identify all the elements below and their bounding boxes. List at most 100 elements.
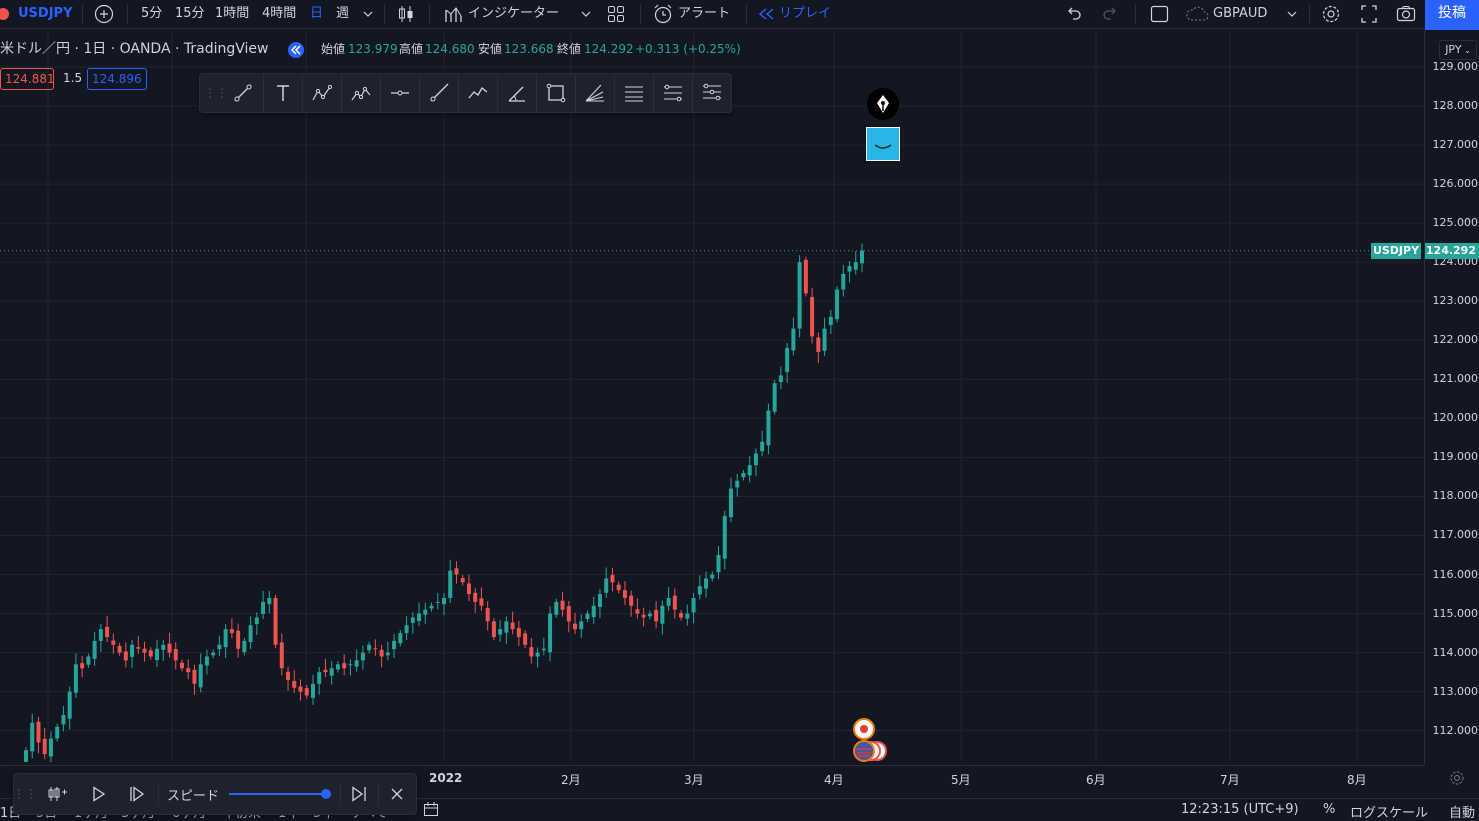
- interval-dropdown-icon[interactable]: [362, 0, 374, 28]
- ray-icon[interactable]: [419, 74, 458, 112]
- candle-body: [242, 640, 247, 653]
- chart-type-candles-icon[interactable]: [396, 0, 416, 28]
- replay-button[interactable]: リプレイ: [779, 6, 832, 21]
- cloud-save-icon[interactable]: [1184, 0, 1210, 28]
- horizontal-ray-icon[interactable]: [380, 74, 419, 112]
- candle-body: [373, 648, 378, 650]
- currency-selector[interactable]: JPY ⌄: [1439, 40, 1477, 60]
- fib-fan-icon[interactable]: [575, 74, 614, 112]
- drag-handle-icon[interactable]: ⋮⋮: [204, 86, 228, 100]
- indicators-icon[interactable]: [444, 0, 464, 28]
- settings-gear-icon[interactable]: [1320, 0, 1342, 28]
- candle-body: [679, 613, 684, 618]
- candle-body: [111, 640, 116, 645]
- select-bar-icon[interactable]: [40, 774, 76, 814]
- candle-body: [585, 613, 590, 620]
- price-tick-label: 113.000: [1432, 684, 1479, 698]
- indicators-button[interactable]: インジケーター: [468, 6, 560, 21]
- abcd-pattern-icon[interactable]: [302, 74, 341, 112]
- interval-1w[interactable]: 週: [336, 6, 350, 21]
- percent-toggle[interactable]: %: [1323, 802, 1336, 817]
- alarm-clock-icon[interactable]: [652, 0, 674, 28]
- jump-to-realtime-icon[interactable]: [344, 774, 374, 814]
- price-tick-label: 119.000: [1432, 450, 1479, 464]
- path-icon[interactable]: [458, 74, 497, 112]
- elliott-wave-icon[interactable]: [341, 74, 380, 112]
- candle-body: [36, 721, 41, 743]
- step-forward-icon[interactable]: [122, 774, 152, 814]
- candle-body: [747, 465, 752, 476]
- fib-extension-icon[interactable]: [692, 74, 731, 112]
- candle-body: [223, 629, 228, 648]
- indicators-dropdown-icon[interactable]: [580, 0, 592, 28]
- interval-4h[interactable]: 4時間: [262, 6, 297, 21]
- price-axis[interactable]: JPY ⌄ 129.000 128.000 127.000 126.000 125.00…: [1424, 30, 1479, 765]
- angle-icon[interactable]: [497, 74, 536, 112]
- camera-snapshot-icon[interactable]: [1395, 0, 1417, 28]
- rectangle-icon[interactable]: [536, 74, 575, 112]
- price-tick-label: 129.000: [1432, 60, 1479, 73]
- candle-body: [529, 647, 534, 657]
- candle-body: [691, 597, 696, 613]
- interval-5m[interactable]: 5分: [141, 6, 163, 21]
- layout-grid-icon[interactable]: [606, 0, 626, 28]
- candle-body: [179, 662, 184, 669]
- japan-event-flag-icon[interactable]: [853, 718, 875, 740]
- candle-body: [548, 613, 553, 653]
- price-tick-label: 122.000: [1432, 333, 1479, 347]
- fib-retracement-icon[interactable]: [653, 74, 692, 112]
- symbol-search-button[interactable]: USDJPY: [18, 6, 73, 21]
- close-icon[interactable]: [382, 774, 412, 814]
- interval-1h[interactable]: 1時間: [215, 6, 250, 21]
- candle-body: [753, 453, 758, 466]
- speed-slider-handle[interactable]: [321, 789, 331, 799]
- time-axis[interactable]: 2022 2月 3月 4月 5月 6月 7月 8月: [0, 765, 1424, 791]
- fullscreen-icon[interactable]: [1359, 0, 1379, 28]
- auto-scale-toggle[interactable]: 自動: [1449, 806, 1476, 821]
- high-label: 高値: [399, 42, 424, 56]
- redo-icon[interactable]: [1102, 0, 1120, 28]
- layout-name[interactable]: GBPAUD: [1213, 6, 1268, 21]
- legend-title[interactable]: 米ドル／円 · 1日 · OANDA · TradingView: [0, 41, 269, 57]
- goto-date-icon[interactable]: [423, 801, 439, 821]
- candle-body: [298, 686, 303, 692]
- text-icon[interactable]: [263, 74, 302, 112]
- alert-button[interactable]: アラート: [678, 6, 731, 21]
- trend-line-icon[interactable]: [224, 74, 262, 112]
- axis-settings-gear-icon[interactable]: [1448, 769, 1466, 791]
- user-avatar-icon[interactable]: [866, 127, 900, 161]
- candle-body: [261, 601, 266, 614]
- sell-button[interactable]: 124.881: [0, 68, 55, 90]
- price-tick-label: 126.000: [1432, 177, 1479, 191]
- candle-body: [660, 605, 665, 624]
- play-icon[interactable]: [84, 774, 114, 814]
- candle-body: [835, 289, 840, 320]
- replay-mode-indicator-icon[interactable]: [287, 41, 305, 67]
- candle-body: [267, 597, 272, 605]
- idea-pen-icon[interactable]: [866, 87, 900, 121]
- candle-body: [573, 623, 578, 630]
- log-scale-toggle[interactable]: ログスケール: [1350, 806, 1429, 821]
- parallel-channel-icon[interactable]: [614, 74, 653, 112]
- speed-slider[interactable]: [229, 793, 329, 795]
- buy-button[interactable]: 124.896: [87, 68, 147, 90]
- us-event-flags-icon[interactable]: [853, 740, 889, 762]
- candle-body: [847, 266, 852, 272]
- chevron-down-icon: ⌄: [1461, 46, 1471, 55]
- clock-timezone[interactable]: 12:23:15 (UTC+9): [1181, 802, 1299, 817]
- compare-add-icon[interactable]: [94, 0, 114, 28]
- interval-15m[interactable]: 15分: [175, 6, 205, 21]
- candle-body: [279, 642, 284, 669]
- replay-rewind-icon[interactable]: [757, 0, 775, 28]
- low-label: 安値: [478, 42, 503, 56]
- drag-handle-icon[interactable]: ⋮⋮: [13, 787, 37, 801]
- interval-1d[interactable]: 日: [310, 6, 324, 21]
- candle-body: [335, 664, 340, 670]
- low-value: 123.668: [504, 42, 554, 56]
- layout-single-icon[interactable]: [1149, 0, 1169, 28]
- candle-body: [42, 738, 47, 755]
- post-idea-button[interactable]: 投稿: [1425, 0, 1479, 30]
- price-chart[interactable]: [0, 30, 1424, 762]
- undo-icon[interactable]: [1064, 0, 1082, 28]
- layout-dropdown-icon[interactable]: [1286, 0, 1298, 28]
